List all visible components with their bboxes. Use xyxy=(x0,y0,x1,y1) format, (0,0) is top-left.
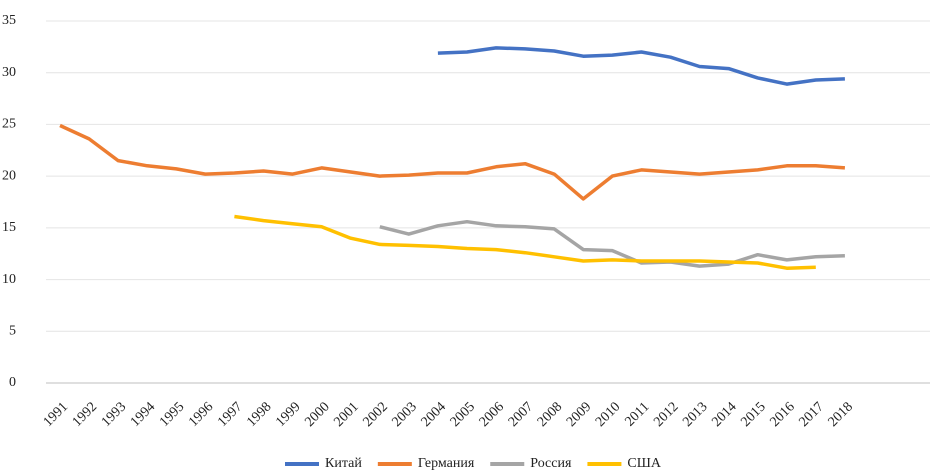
y-tick-label: 20 xyxy=(2,168,16,183)
legend-label: Россия xyxy=(530,456,572,471)
x-tick-label: 2012 xyxy=(651,399,681,429)
y-tick-label: 10 xyxy=(2,272,16,287)
x-tick-label: 2005 xyxy=(448,399,478,429)
y-tick-label: 5 xyxy=(9,324,16,339)
x-tick-label: 1998 xyxy=(244,399,274,429)
x-tick-label: 2010 xyxy=(593,399,623,429)
x-tick-label: 2016 xyxy=(767,399,797,429)
series-line xyxy=(59,123,846,201)
legend-label: США xyxy=(627,456,661,471)
series-line xyxy=(437,46,845,86)
y-tick-label: 35 xyxy=(2,13,16,28)
x-tick-label: 2018 xyxy=(826,399,856,429)
x-tick-label: 2015 xyxy=(738,399,768,429)
x-tick-label: 1999 xyxy=(273,399,303,429)
x-tick-label: 2014 xyxy=(709,399,739,429)
x-tick-label: 1992 xyxy=(70,399,100,429)
x-tick-label: 2008 xyxy=(535,399,565,429)
x-tick-label: 1994 xyxy=(128,399,158,429)
legend-label: Германия xyxy=(418,456,475,471)
x-tick-label: 1996 xyxy=(186,399,216,429)
y-tick-label: 25 xyxy=(2,117,16,132)
series-line xyxy=(379,219,845,268)
x-tick-label: 2017 xyxy=(797,399,827,429)
legend-item: США xyxy=(587,456,662,471)
x-tick-label: 2001 xyxy=(331,399,361,429)
legend-item: Германия xyxy=(377,456,475,471)
y-tick-label: 0 xyxy=(9,375,16,390)
x-tick-label: 2011 xyxy=(622,399,652,429)
x-tick-label: 2002 xyxy=(360,399,390,429)
x-tick-label: 2006 xyxy=(477,399,507,429)
legend-item: Китай xyxy=(285,456,362,471)
x-tick-label: 2013 xyxy=(680,399,710,429)
x-tick-label: 2009 xyxy=(564,399,594,429)
x-tick-label: 2004 xyxy=(419,399,449,429)
x-tick-label: 1993 xyxy=(99,399,129,429)
x-tick-label: 2007 xyxy=(506,399,536,429)
series-line xyxy=(234,214,816,270)
y-tick-label: 30 xyxy=(2,65,16,80)
x-tick-label: 1995 xyxy=(157,399,187,429)
x-tick-label: 1991 xyxy=(41,399,71,429)
legend: Китай Германия Россия США xyxy=(285,456,662,471)
legend-item: Россия xyxy=(490,456,572,471)
x-tick-label: 2000 xyxy=(302,399,332,429)
x-tick-label: 2003 xyxy=(390,399,420,429)
x-tick-label: 1997 xyxy=(215,399,245,429)
y-tick-label: 15 xyxy=(2,220,16,235)
legend-label: Китай xyxy=(325,456,362,471)
